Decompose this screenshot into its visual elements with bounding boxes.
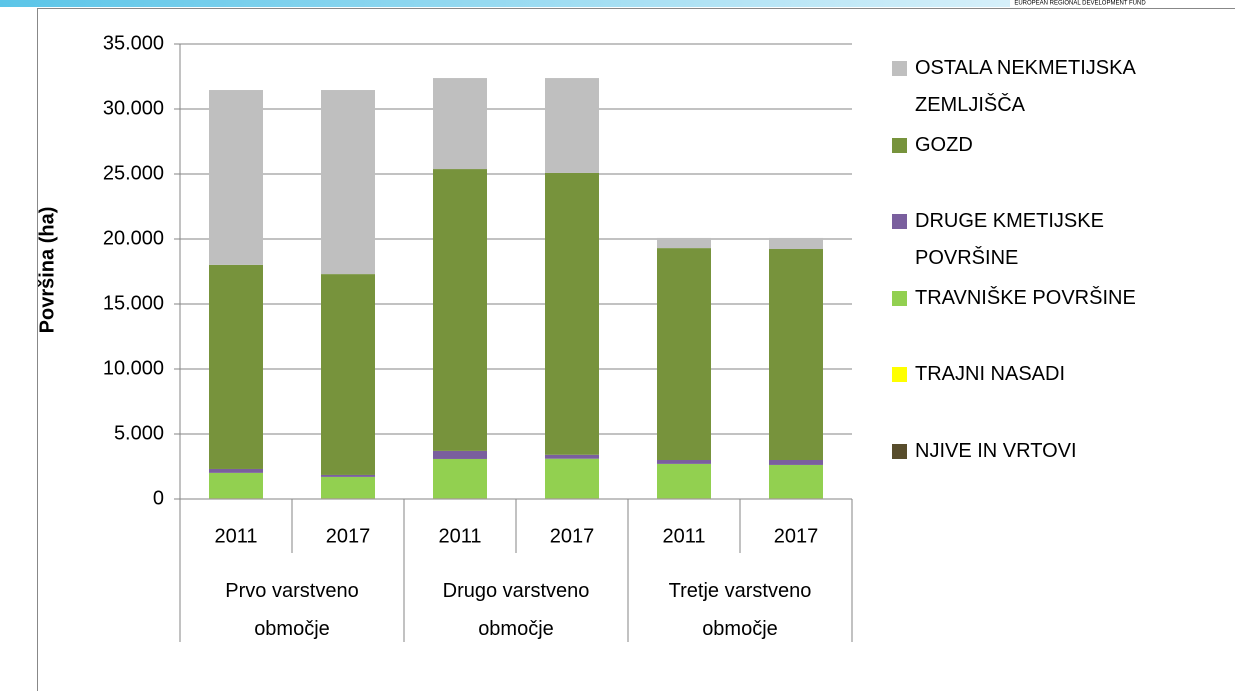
- header-text: EUROPEAN REGIONAL DEVELOPMENT FUND: [1014, 1, 1146, 7]
- bar-segment: [769, 237, 823, 250]
- chart-border: [37, 8, 1235, 691]
- legend-item: DRUGE KMETIJSKE POVRŠINE: [892, 203, 1192, 277]
- y-tick-label: 35.000: [103, 32, 164, 54]
- y-tick-label: 10.000: [103, 357, 164, 379]
- legend-swatch: [892, 444, 907, 459]
- legend-label: TRAJNI NASADI: [915, 363, 1066, 386]
- bar-segment: [545, 458, 599, 499]
- group-label: Tretje varstveno območje: [668, 580, 812, 640]
- legend-label: DRUGE KMETIJSKE POVRŠINE: [915, 210, 1104, 270]
- bar-segment: [657, 460, 711, 464]
- bar-segment: [321, 474, 375, 477]
- bar-segment: [545, 78, 599, 173]
- bar-segment: [433, 458, 487, 499]
- group-label: Drugo varstveno območje: [442, 580, 590, 640]
- y-tick-label: 5.000: [114, 422, 164, 444]
- header-strip: [0, 0, 1010, 7]
- y-axis-label: Površina (ha): [36, 207, 58, 334]
- legend-swatch: [892, 290, 907, 306]
- x-tick-label: 2011: [662, 525, 705, 547]
- y-tick-label: 15.000: [103, 292, 164, 314]
- legend-label: TRAVNIŠKE POVRŠINE: [915, 286, 1136, 309]
- legend-item: OSTALA NEKMETIJSKA ZEMLJIŠČA: [892, 50, 1192, 124]
- bar-segment: [321, 90, 375, 275]
- legend-item: TRAJNI NASADI: [892, 356, 1192, 393]
- bar-segment: [545, 172, 599, 455]
- legend-label: NJIVE IN VRTOVI: [915, 440, 1077, 462]
- legend-item: NJIVE IN VRTOVI: [892, 433, 1192, 470]
- bar-segment: [209, 468, 263, 473]
- x-tick-label: 2011: [438, 525, 481, 547]
- bar-segment: [769, 249, 823, 460]
- legend-item: GOZD: [892, 127, 1192, 164]
- legend-item: TRAVNIŠKE POVRŠINE: [892, 280, 1192, 317]
- bar-segment: [209, 264, 263, 469]
- y-tick-label: 30.000: [103, 97, 164, 119]
- bar-segment: [769, 460, 823, 465]
- bar-segment: [321, 476, 375, 499]
- y-tick-label: 0: [153, 487, 164, 509]
- legend-swatch: [892, 61, 907, 76]
- bar-segment: [657, 237, 711, 249]
- bar-segment: [209, 472, 263, 499]
- legend-label: OSTALA NEKMETIJSKA ZEMLJIŠČA: [915, 57, 1135, 116]
- y-tick-label: 25.000: [103, 162, 164, 184]
- legend-swatch: [892, 367, 907, 383]
- bar-segment: [545, 454, 599, 459]
- legend-label: GOZD: [915, 133, 973, 156]
- group-label: Prvo varstveno območje: [225, 580, 359, 640]
- x-tick-label: 2017: [774, 525, 819, 547]
- legend-swatch: [892, 137, 907, 153]
- bar-segment: [657, 463, 711, 499]
- legend-swatch: [892, 214, 907, 230]
- bar-segment: [433, 169, 487, 451]
- bar-segment: [209, 90, 263, 265]
- y-tick-label: 20.000: [103, 227, 164, 249]
- bar-segment: [657, 248, 711, 460]
- bar-segment: [433, 78, 487, 170]
- bar-segment: [433, 450, 487, 459]
- x-tick-label: 2017: [550, 525, 595, 547]
- x-tick-label: 2017: [326, 525, 371, 547]
- x-tick-label: 2011: [214, 525, 257, 547]
- bar-segment: [321, 274, 375, 475]
- bar-segment: [769, 464, 823, 499]
